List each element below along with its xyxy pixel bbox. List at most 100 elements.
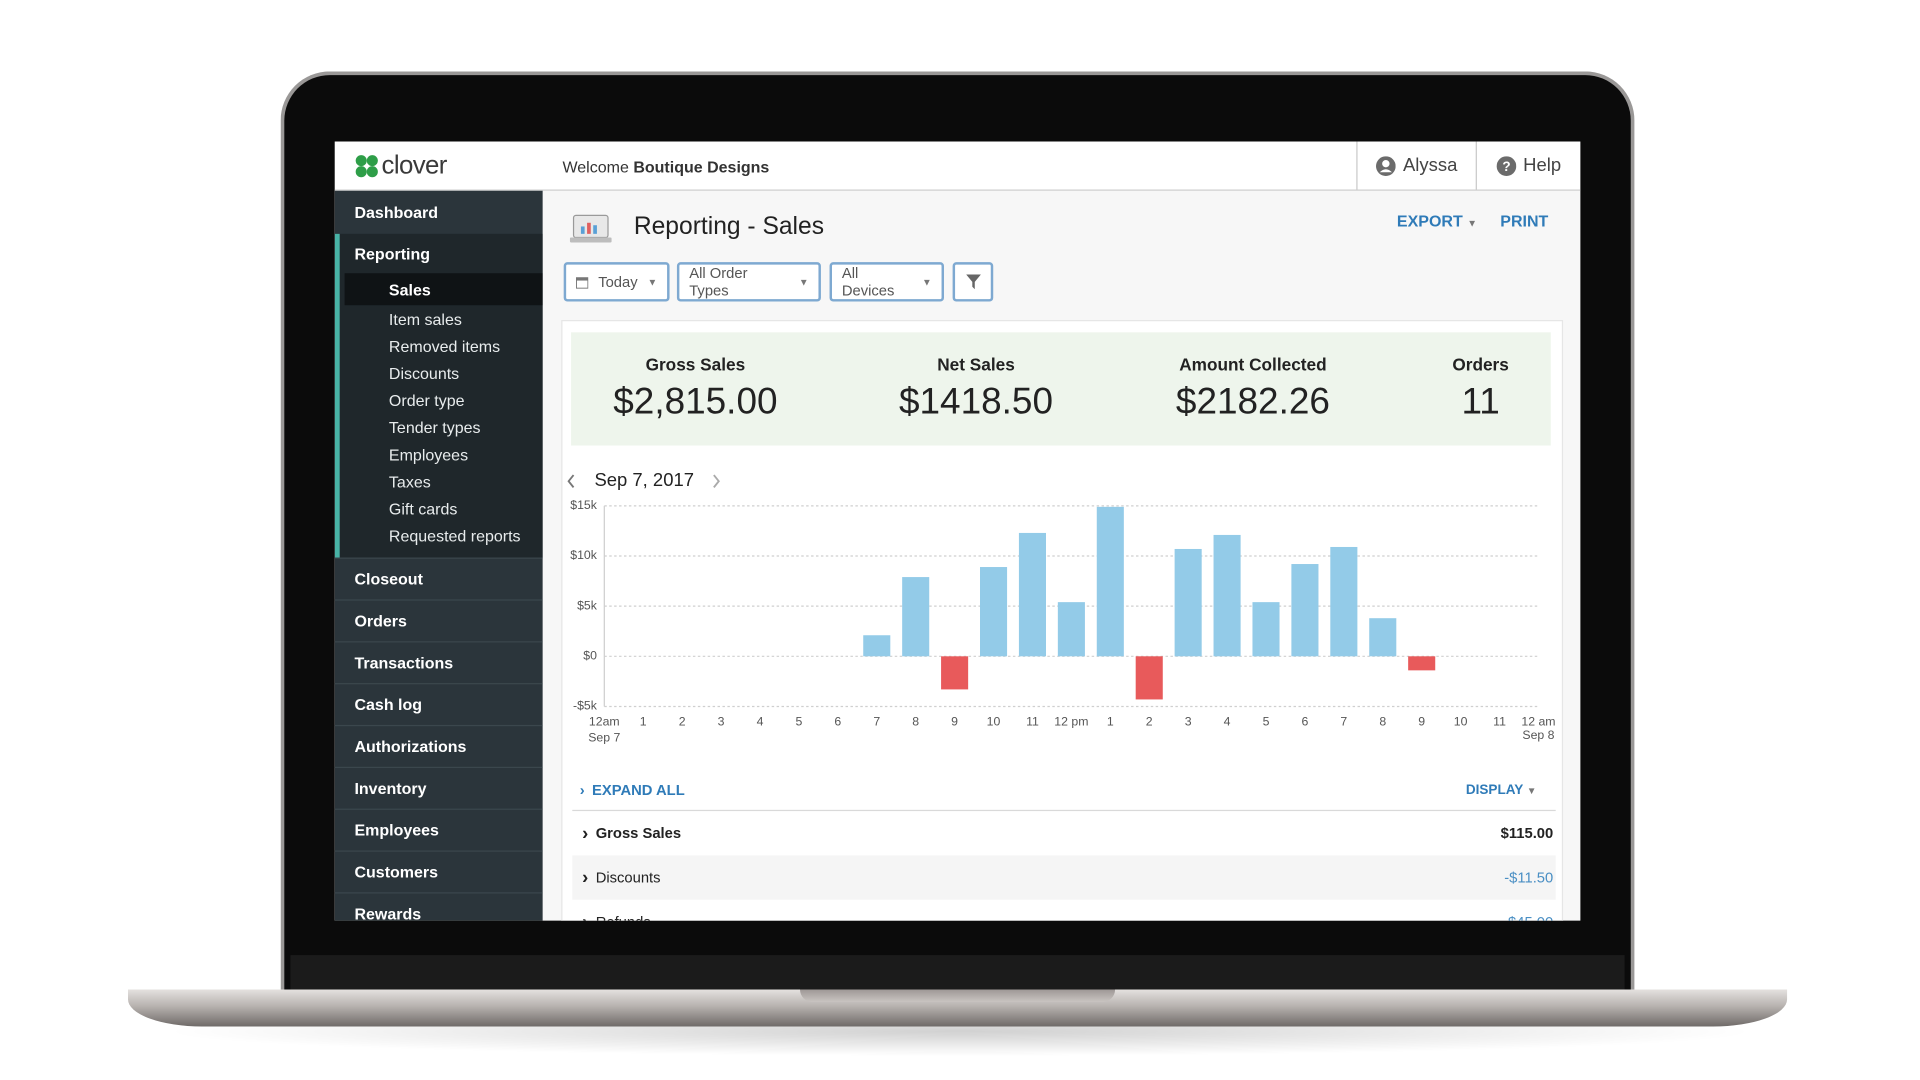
x-tick-label: 4 bbox=[1224, 715, 1231, 729]
nav-item[interactable]: Authorizations bbox=[334, 724, 543, 767]
row-label-group: › Discounts bbox=[582, 867, 660, 888]
x-tick-label: 2 bbox=[1146, 715, 1153, 729]
sidebar-rest: Closeout Orders Transactions Cash log Author… bbox=[334, 557, 543, 921]
x-tick-label: 12am bbox=[589, 715, 620, 729]
nav-item[interactable]: Dashboard bbox=[354, 203, 439, 222]
page-title: Reporting - Sales bbox=[633, 212, 825, 240]
nav-item[interactable]: Cash log bbox=[334, 683, 543, 725]
help-icon: ? bbox=[1496, 155, 1516, 176]
bar bbox=[1018, 532, 1046, 657]
main-content: Reporting - Sales EXPORT ▼ PRINT Today ▼ … bbox=[542, 190, 1581, 921]
user-name: Alyssa bbox=[1402, 155, 1458, 176]
logo[interactable]: clover bbox=[354, 151, 447, 181]
subnav-item[interactable]: Taxes bbox=[388, 471, 431, 491]
subnav-item[interactable]: Gift cards bbox=[388, 499, 458, 518]
filter-text: All Order Types bbox=[689, 264, 748, 300]
y-tick-label: $15k bbox=[570, 498, 598, 512]
x-tick-label: 12 pm bbox=[1054, 715, 1088, 729]
date-filter[interactable]: Today ▼ bbox=[563, 262, 670, 302]
laptop-notch bbox=[799, 989, 1116, 1002]
subnav-item[interactable]: Order type bbox=[388, 390, 465, 410]
device-filter[interactable]: All Devices ▼ bbox=[829, 262, 944, 302]
sidebar-top: Dashboard bbox=[335, 191, 543, 234]
row-label: Gross Sales bbox=[595, 824, 682, 842]
y-tick-label: $5k bbox=[577, 598, 598, 612]
subnav-item[interactable]: Sales bbox=[344, 273, 543, 306]
nav-item[interactable]: Customers bbox=[334, 850, 543, 892]
next-day[interactable] bbox=[713, 474, 720, 488]
bar bbox=[1213, 534, 1241, 657]
y-tick-label: $10k bbox=[570, 548, 598, 562]
nav-item[interactable]: Orders bbox=[334, 599, 543, 641]
calendar-icon bbox=[575, 276, 589, 289]
metric-label: Gross Sales bbox=[645, 354, 746, 375]
export-text: EXPORT bbox=[1396, 211, 1463, 231]
y-tick-label: $0 bbox=[583, 649, 597, 663]
metric-value: $2182.26 bbox=[1175, 381, 1330, 423]
row-value: $115.00 bbox=[1500, 824, 1554, 842]
subnav-item[interactable]: Employees bbox=[388, 444, 469, 464]
summary-metric: Gross Sales $2,815.00 bbox=[572, 332, 818, 423]
bar bbox=[1096, 506, 1124, 657]
x-tick-label: 5 bbox=[796, 715, 803, 729]
chevron: › bbox=[582, 822, 589, 844]
detail-row[interactable]: › Refunds -$45.00 bbox=[572, 900, 1555, 920]
summary-metric: Net Sales $1418.50 bbox=[853, 332, 1099, 423]
display-text: DISPLAY bbox=[1465, 782, 1524, 798]
metric-value: $1418.50 bbox=[898, 381, 1053, 423]
subnav-item[interactable]: Removed items bbox=[388, 336, 501, 356]
nav-item[interactable]: Employees bbox=[334, 808, 543, 851]
nav-item[interactable]: Inventory bbox=[334, 766, 543, 809]
submenu: Sales Item sales Removed items Discounts Ord… bbox=[340, 273, 543, 549]
summary-metric: Amount Collected $2182.26 bbox=[1130, 332, 1376, 423]
detail-row[interactable]: › Gross Sales $115.00 bbox=[572, 811, 1555, 855]
x-date-label: Sep 7 bbox=[588, 731, 620, 745]
x-tick-label: 3 bbox=[1185, 715, 1192, 729]
export-button[interactable]: EXPORT ▼ bbox=[1397, 212, 1477, 230]
prev-day[interactable] bbox=[567, 474, 575, 488]
subnav-item[interactable]: Tender types bbox=[388, 417, 481, 437]
subnav-item[interactable]: Discounts bbox=[388, 363, 460, 383]
detail-row[interactable]: › Discounts -$11.50 bbox=[572, 855, 1556, 900]
nav-item[interactable]: Rewards bbox=[334, 892, 543, 921]
chevron: › bbox=[582, 867, 589, 888]
caret: ▼ bbox=[798, 276, 809, 288]
display-button[interactable]: DISPLAY ▼ bbox=[1466, 783, 1537, 798]
summary-box: Gross Sales $2,815.00 Net Sales $1418.50 Amo… bbox=[571, 332, 1551, 446]
y-tick-label: -$5k bbox=[573, 699, 598, 713]
bar bbox=[1174, 548, 1202, 657]
top-bar: clover Welcome Boutique Designs Alyssa ?… bbox=[334, 141, 1581, 191]
filter-button[interactable] bbox=[952, 262, 994, 302]
subnav-item[interactable]: Requested reports bbox=[388, 526, 521, 545]
nav-item[interactable]: Transactions bbox=[334, 641, 543, 683]
svg-text:?: ? bbox=[1502, 158, 1510, 173]
x-tick-label: 7 bbox=[1340, 715, 1347, 729]
report-icon bbox=[569, 214, 612, 243]
print-button[interactable]: PRINT bbox=[1500, 211, 1549, 231]
chevron: › bbox=[579, 781, 585, 799]
x-tick-label: 1 bbox=[1107, 715, 1114, 729]
metric-label: Net Sales bbox=[937, 354, 1015, 375]
help-button[interactable]: ? Help bbox=[1475, 141, 1581, 190]
caret: ▼ bbox=[921, 276, 932, 288]
section-header[interactable]: Reporting bbox=[354, 244, 431, 263]
expand-all[interactable]: › EXPAND ALL bbox=[580, 782, 685, 799]
x-tick-label: 5 bbox=[1263, 715, 1270, 729]
nav-item[interactable]: Closeout bbox=[334, 557, 543, 600]
expand-text: EXPAND ALL bbox=[591, 781, 685, 799]
reporting-section: Reporting Sales Item sales Removed items Di… bbox=[334, 233, 543, 558]
metric-value: $2,815.00 bbox=[613, 381, 778, 423]
caret: ▼ bbox=[1526, 785, 1537, 797]
caret: ▼ bbox=[1467, 217, 1477, 229]
subnav-item[interactable]: Item sales bbox=[388, 309, 462, 328]
x-tick-label: 7 bbox=[873, 715, 880, 729]
x-tick-label: 3 bbox=[718, 715, 725, 729]
welcome: Welcome Boutique Designs bbox=[562, 158, 769, 176]
x-date-label: Sep 8 bbox=[1522, 728, 1554, 742]
x-tick-label: 10 bbox=[1454, 715, 1468, 729]
caret: ▼ bbox=[647, 276, 658, 288]
row-label: Discounts bbox=[595, 868, 661, 887]
user-button[interactable]: Alyssa bbox=[1356, 141, 1475, 190]
order-type-filter[interactable]: All Order Types ▼ bbox=[676, 262, 821, 302]
